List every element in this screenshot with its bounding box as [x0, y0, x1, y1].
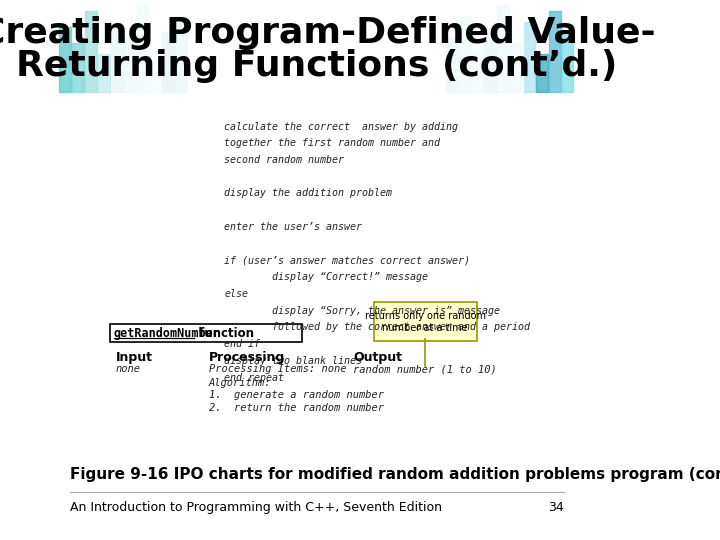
Bar [536, 54, 548, 92]
Text: calculate the correct  answer by adding: calculate the correct answer by adding [224, 122, 458, 132]
Text: if (user’s answer matches correct answer): if (user’s answer matches correct answer… [224, 255, 470, 266]
FancyBboxPatch shape [109, 324, 302, 342]
Text: Returning Functions (cont’d.): Returning Functions (cont’d.) [17, 49, 618, 83]
Text: Output: Output [353, 351, 402, 364]
Text: display the addition problem: display the addition problem [224, 188, 392, 199]
Text: Figure 9-16 IPO charts for modified random addition problems program (cont’d.): Figure 9-16 IPO charts for modified rand… [70, 467, 720, 482]
Text: end repeat: end repeat [224, 373, 284, 383]
Text: Algorithm:: Algorithm: [209, 378, 271, 388]
Bar [111, 3, 523, 97]
Bar [523, 22, 535, 92]
Bar [498, 5, 509, 92]
Bar [111, 22, 122, 92]
Text: display “Correct!” message: display “Correct!” message [224, 272, 428, 282]
Text: function: function [195, 327, 254, 340]
Bar [98, 54, 109, 92]
Text: Processing: Processing [209, 351, 285, 364]
Bar [446, 38, 457, 92]
Text: random number (1 to 10): random number (1 to 10) [353, 364, 497, 375]
Bar [150, 49, 161, 92]
Text: together the first random number and: together the first random number and [224, 138, 440, 149]
Text: second random number: second random number [224, 155, 344, 165]
Bar [85, 11, 97, 92]
Bar [124, 38, 135, 92]
Text: Input: Input [116, 351, 153, 364]
Text: Creating Program-Defined Value-: Creating Program-Defined Value- [0, 17, 655, 50]
Bar [162, 32, 174, 92]
Text: end if: end if [224, 339, 260, 349]
Bar [485, 27, 496, 92]
Bar [510, 43, 522, 92]
Text: enter the user’s answer: enter the user’s answer [224, 222, 362, 232]
Text: else: else [224, 289, 248, 299]
Bar [175, 16, 187, 92]
Bar [137, 5, 148, 92]
Text: getRandomNumber: getRandomNumber [114, 327, 221, 340]
Bar [72, 43, 84, 92]
Text: 2.  return the random number: 2. return the random number [209, 403, 384, 413]
Text: 1.  generate a random number: 1. generate a random number [209, 390, 384, 401]
Bar [562, 32, 573, 92]
FancyBboxPatch shape [374, 302, 477, 341]
Bar [459, 16, 470, 92]
Text: display “Sorry, the answer is” message: display “Sorry, the answer is” message [224, 306, 500, 316]
Bar [59, 27, 71, 92]
Text: returns only one random
number at a time: returns only one random number at a time [364, 311, 485, 333]
Text: display two blank lines: display two blank lines [224, 356, 362, 366]
Bar [472, 49, 483, 92]
Text: followed by the correct answer and a period: followed by the correct answer and a per… [224, 322, 530, 333]
Text: none: none [116, 364, 141, 375]
Bar [549, 11, 561, 92]
Text: An Introduction to Programming with C++, Seventh Edition: An Introduction to Programming with C++,… [70, 501, 441, 514]
Text: Processing Items: none: Processing Items: none [209, 364, 346, 375]
Text: 34: 34 [549, 501, 564, 514]
